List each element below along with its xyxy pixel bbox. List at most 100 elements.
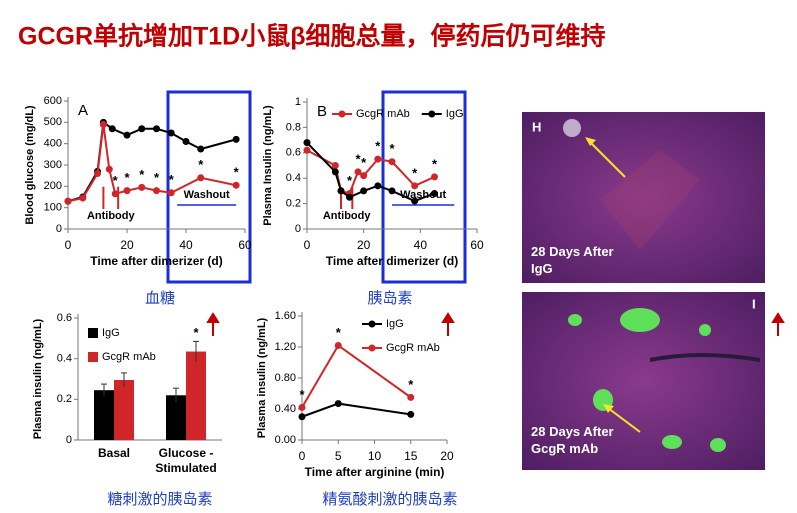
slide-title: GCGR单抗增加T1D小鼠β细胞总量，停药后仍可维持 (18, 22, 606, 51)
legend-label: GcgR mAb (356, 108, 410, 120)
y-tick-label: 0.6 (286, 147, 301, 159)
data-point (374, 155, 382, 163)
legend-swatch (368, 320, 376, 328)
data-point (407, 410, 415, 418)
x-tick-label: 20 (440, 449, 454, 463)
y-tick-label: 500 (44, 116, 62, 128)
significance-mark: * (389, 141, 395, 156)
data-point (431, 173, 438, 181)
significance-mark: * (408, 377, 414, 392)
legend-label: IgG (386, 318, 404, 330)
y-tick-label: 1.60 (275, 310, 296, 322)
series-line (301, 343, 412, 408)
significance-mark: * (198, 157, 204, 172)
data-point (138, 125, 146, 133)
legend-label: IgG (446, 108, 464, 120)
y-tick-label: 0.4 (286, 172, 301, 184)
x-tick-label: 5 (335, 449, 342, 463)
y-tick-label: 0.6 (57, 312, 72, 324)
data-point (360, 187, 368, 195)
y-axis-title: Blood glucose (mg/dL) (24, 105, 36, 224)
x-tick-label: 0 (65, 238, 72, 252)
data-point (388, 187, 396, 195)
data-point (354, 168, 362, 176)
data-point (111, 190, 119, 198)
data-point (374, 182, 382, 190)
data-point (182, 138, 190, 146)
x-tick-label: 10 (368, 449, 382, 463)
significance-mark: * (113, 173, 119, 188)
data-point (337, 187, 345, 195)
significance-mark: * (361, 155, 367, 170)
x-tick-label: Basal (97, 446, 131, 460)
x-axis-title: Time after arginine (min) (305, 465, 445, 479)
legend-swatch (338, 110, 346, 118)
y-tick-label: 0.00 (275, 434, 296, 446)
panel-label: B (317, 103, 327, 120)
significance-mark: * (139, 167, 145, 182)
data-point (331, 162, 339, 169)
y-tick-label: 1.20 (275, 341, 296, 353)
caption: 血糖 (144, 290, 175, 307)
highlight-box (166, 90, 252, 284)
data-point (79, 194, 87, 202)
annotation: Washout (400, 189, 446, 201)
y-tick-label: 0.4 (57, 353, 72, 365)
x-tick-label: 40 (414, 238, 428, 252)
significance-mark: * (154, 170, 160, 185)
data-point (298, 413, 306, 421)
caption: 糖刺激的胰岛素 (107, 491, 213, 508)
x-axis-title: Time after dimerizer (d) (90, 254, 222, 268)
panel-label: H (532, 119, 541, 134)
image-caption: 28 Days After IgG (531, 244, 614, 276)
y-axis-title: Plasma insulin (ng/mL) (32, 318, 44, 439)
data-point (360, 172, 368, 180)
data-point (407, 393, 415, 401)
data-point (197, 174, 205, 182)
legend-swatch (88, 352, 98, 362)
data-point (99, 120, 107, 128)
significance-mark: * (124, 170, 130, 185)
y-tick-label: 0 (56, 223, 62, 235)
data-point (232, 181, 240, 189)
significance-mark: * (412, 165, 418, 180)
up-arrows (206, 312, 785, 336)
x-tick-label: 0 (304, 238, 311, 252)
data-point (411, 182, 419, 190)
legend-label: GcgR mAb (102, 351, 156, 363)
significance-mark: * (355, 151, 361, 166)
y-tick-label: 0.80 (275, 372, 296, 384)
annotation: Washout (184, 189, 230, 201)
data-point (123, 131, 131, 139)
annotation: Antibody (87, 210, 136, 222)
x-axis-title: Time after dimerizer (d) (326, 254, 458, 268)
legend-label: IgG (102, 327, 120, 339)
y-tick-label: 0.2 (286, 198, 301, 210)
significance-mark: * (299, 387, 305, 402)
x-tick-label: 20 (120, 238, 134, 252)
panel-label: A (78, 102, 88, 119)
bar (186, 351, 206, 440)
tissue-detail (563, 119, 761, 452)
data-point (346, 193, 353, 201)
data-point (123, 187, 131, 195)
series-line (67, 124, 237, 203)
data-point (411, 197, 419, 205)
x-tick-label: 20 (357, 238, 371, 252)
x-tick-label: 0 (299, 449, 306, 463)
image-caption: 28 Days After GcgR mAb (531, 424, 614, 456)
y-tick-label: 400 (44, 138, 62, 150)
data-point (431, 189, 438, 197)
data-point (197, 145, 205, 153)
significance-mark: * (347, 173, 353, 188)
significance-mark: * (432, 156, 438, 171)
significance-mark: * (336, 325, 342, 340)
data-point (153, 187, 160, 195)
y-tick-label: 0 (66, 434, 72, 446)
annotation: Antibody (323, 210, 372, 222)
data-point (105, 165, 113, 173)
y-tick-label: 300 (44, 159, 62, 171)
y-axis-title: Plasma insulin (ng/mL) (256, 317, 268, 438)
panel-label: I (752, 296, 756, 311)
data-point (94, 170, 101, 178)
